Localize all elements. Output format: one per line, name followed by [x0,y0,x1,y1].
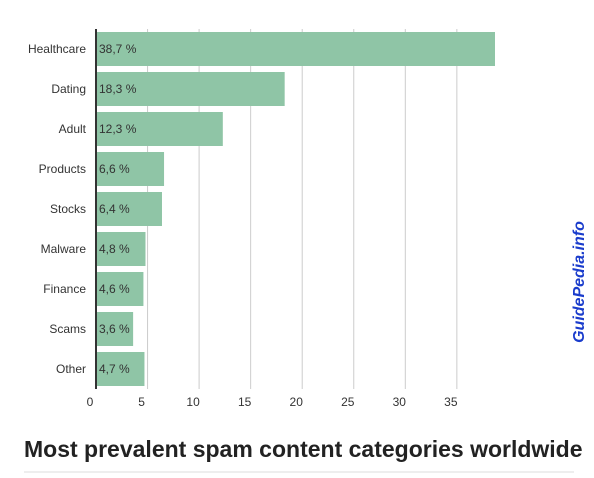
bar [96,192,162,226]
x-tick-label: 35 [444,395,458,409]
value-label: 4,8 % [99,242,130,256]
y-tick-label: Dating [51,82,86,96]
y-tick-label: Healthcare [28,42,86,56]
x-tick-label: 25 [341,395,355,409]
bar [96,232,146,266]
value-label: 4,7 % [99,362,130,376]
value-label: 3,6 % [99,322,130,336]
bar [96,72,285,106]
bar [96,152,165,186]
chart-title: Most prevalent spam content categories w… [24,436,583,462]
value-label: 38,7 % [99,42,137,56]
bar [96,312,134,346]
x-tick-label: 10 [186,395,200,409]
value-label: 18,3 % [99,82,137,96]
y-tick-label: Other [56,362,86,376]
y-tick-label: Scams [49,322,86,336]
y-tick-label: Stocks [50,202,86,216]
x-tick-label: 15 [238,395,252,409]
value-label: 12,3 % [99,122,137,136]
x-tick-label: 5 [138,395,145,409]
y-tick-label: Finance [43,282,86,296]
y-tick-label: Malware [41,242,87,256]
x-tick-label: 0 [87,395,94,409]
bar [96,352,145,386]
y-tick-label: Adult [59,122,87,136]
bar [96,32,495,66]
x-tick-label: 30 [393,395,407,409]
value-label: 6,4 % [99,202,130,216]
value-label: 4,6 % [99,282,130,296]
value-label: 6,6 % [99,162,130,176]
bar [96,272,144,306]
bar [96,112,223,146]
y-tick-label: Products [39,162,86,176]
watermark: GuidePedia.info [571,221,588,343]
x-tick-label: 20 [290,395,304,409]
